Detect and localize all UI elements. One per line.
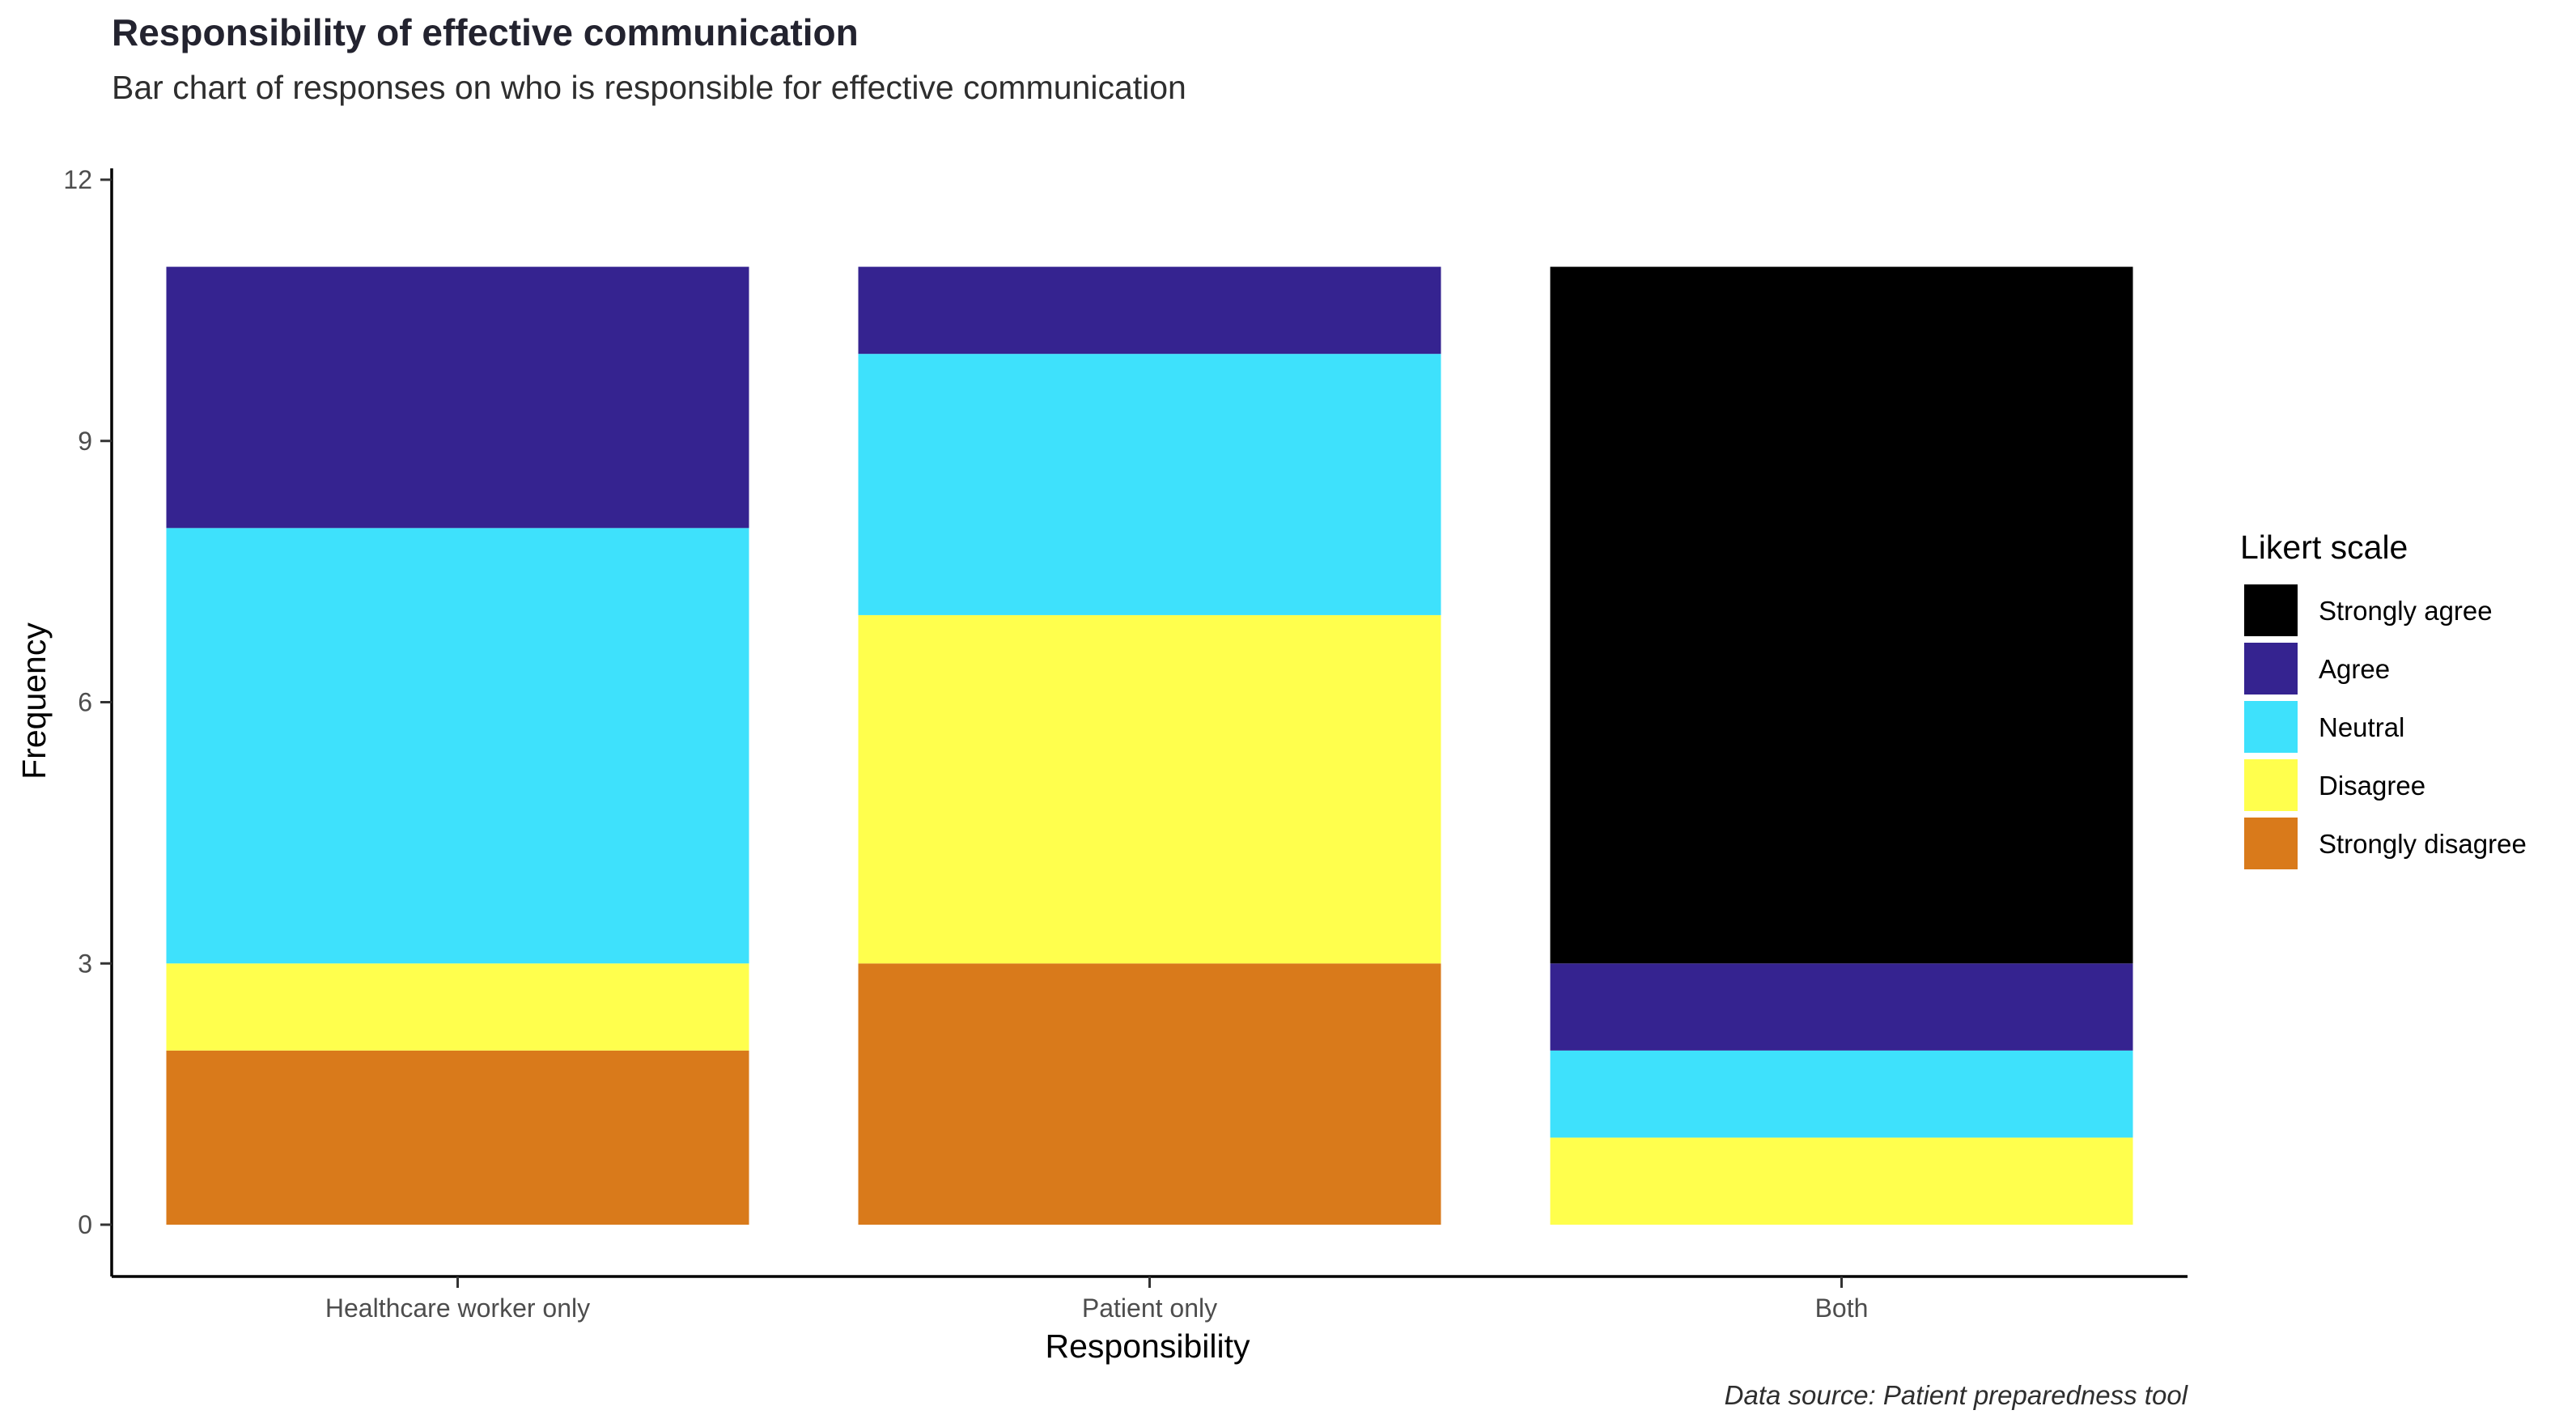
bar-segment-agree-1: [858, 266, 1441, 355]
legend-item-neutral: Neutral: [2244, 701, 2404, 753]
legend-swatch: [2244, 818, 2298, 869]
legend-title: Likert scale: [2240, 529, 2408, 566]
bar-segment-strongly-disagree-0: [166, 1050, 749, 1225]
bar-segment-disagree-1: [858, 614, 1441, 964]
bar-segment-disagree-0: [166, 963, 749, 1051]
legend-swatch: [2244, 584, 2298, 636]
y-tick-label: 9: [78, 427, 92, 456]
bar-segment-strongly-disagree-1: [858, 963, 1441, 1225]
legend-item-strongly-disagree: Strongly disagree: [2244, 818, 2527, 869]
x-tick-label: Healthcare worker only: [325, 1293, 590, 1323]
legend-swatch: [2244, 701, 2298, 753]
legend-label: Strongly disagree: [2319, 829, 2527, 859]
bar-segment-neutral-0: [166, 528, 749, 964]
bar-segment-strongly-agree-2: [1550, 266, 2133, 964]
legend-items: Strongly agree Agree Neutral Disagree Strong…: [2244, 584, 2527, 869]
legend-item-strongly-agree: Strongly agree: [2244, 584, 2493, 636]
x-axis: Healthcare worker only Patient only Both: [112, 1275, 2188, 1323]
y-axis: 0 3 6 9 12: [63, 165, 113, 1276]
chart-subtitle: Bar chart of responses on who is respons…: [112, 69, 1186, 106]
x-tick-label: Both: [1815, 1293, 1869, 1323]
bar-segment-agree-2: [1550, 963, 2133, 1051]
y-tick-label: 3: [78, 949, 92, 978]
x-axis-title: Responsibility: [1046, 1327, 1250, 1365]
legend-label: Neutral: [2319, 712, 2404, 742]
y-tick-label: 0: [78, 1210, 92, 1239]
bar-segment-neutral-2: [1550, 1050, 2133, 1138]
bar-segment-neutral-1: [858, 354, 1441, 615]
y-axis-title: Frequency: [15, 622, 53, 779]
legend-item-disagree: Disagree: [2244, 759, 2425, 811]
y-tick-label: 6: [78, 688, 92, 717]
legend: Likert scale Strongly agree Agree Neutral D…: [2240, 529, 2527, 869]
legend-item-agree: Agree: [2244, 643, 2390, 695]
bars-layer: [166, 266, 2133, 1225]
bar-segment-disagree-2: [1550, 1137, 2133, 1225]
bar-segment-agree-0: [166, 266, 749, 529]
chart-caption: Data source: Patient preparedness tool: [1725, 1380, 2189, 1410]
legend-swatch: [2244, 759, 2298, 811]
legend-swatch: [2244, 643, 2298, 695]
chart-title: Responsibility of effective communicatio…: [112, 11, 859, 53]
legend-label: Strongly agree: [2319, 596, 2493, 626]
legend-label: Disagree: [2319, 771, 2425, 801]
y-tick-label: 12: [63, 165, 92, 194]
legend-label: Agree: [2319, 654, 2390, 684]
x-tick-label: Patient only: [1082, 1293, 1217, 1323]
